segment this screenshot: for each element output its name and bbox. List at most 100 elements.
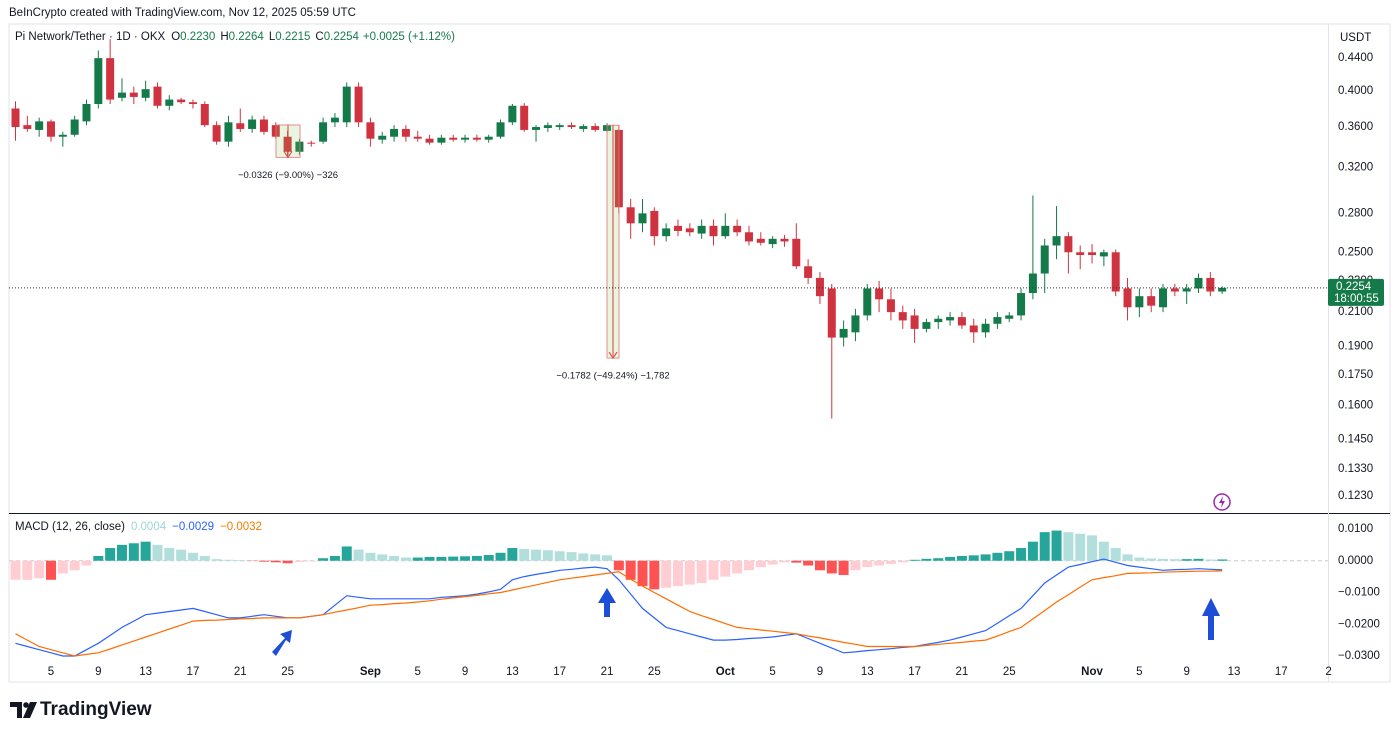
histogram-bar bbox=[471, 555, 482, 561]
histogram-bar bbox=[389, 555, 400, 561]
y-tick-label: 0.3200 bbox=[1338, 162, 1373, 174]
symbol-legend: Pi Network/Tether · 1D · OKX O0.2230 H0.22… bbox=[15, 31, 455, 43]
last-price-label: 0.2254 bbox=[1336, 281, 1372, 293]
candle-body bbox=[1147, 296, 1156, 306]
candle-body bbox=[1017, 293, 1026, 316]
candle-body bbox=[792, 238, 801, 267]
histogram-bar bbox=[1217, 559, 1228, 561]
histogram-bar bbox=[566, 552, 577, 561]
histogram-bar bbox=[1004, 551, 1015, 561]
histogram-bar bbox=[602, 555, 613, 561]
ohlc-value: 0.2230 bbox=[180, 31, 215, 43]
histogram-bar bbox=[22, 560, 33, 580]
histogram-bar bbox=[1169, 559, 1180, 561]
histogram-bar bbox=[791, 560, 802, 563]
candle-body bbox=[366, 122, 375, 139]
candle-body bbox=[934, 318, 943, 323]
candle-body bbox=[922, 322, 931, 329]
y-tick-label: 0.2800 bbox=[1338, 207, 1373, 219]
candle-body bbox=[981, 323, 990, 333]
histogram-bar bbox=[613, 560, 624, 571]
candle-body bbox=[543, 125, 552, 129]
histogram-bar bbox=[187, 552, 198, 561]
candle-body bbox=[957, 317, 966, 326]
histogram-bar bbox=[531, 549, 542, 561]
histogram-bar bbox=[767, 560, 778, 565]
candle-body bbox=[898, 312, 907, 321]
candle-body bbox=[650, 210, 659, 237]
histogram-bar bbox=[341, 546, 352, 561]
y-tick-label: 0.1900 bbox=[1338, 341, 1373, 353]
histogram-bar bbox=[1181, 559, 1192, 561]
candle-body bbox=[472, 137, 481, 140]
histogram-bar bbox=[199, 555, 210, 561]
candle-body bbox=[1218, 287, 1227, 292]
macd-title: MACD (12, 26, close) bbox=[15, 521, 125, 533]
candle-body bbox=[1170, 288, 1179, 292]
histogram-bar bbox=[10, 560, 21, 580]
histogram-bar bbox=[554, 551, 565, 561]
histogram-bar bbox=[128, 543, 139, 561]
candle-body bbox=[780, 238, 789, 242]
candle-body bbox=[886, 299, 895, 313]
candle-body bbox=[1194, 277, 1203, 289]
x-tick-label: 17 bbox=[1275, 666, 1288, 678]
symbol-title: Pi Network/Tether · 1D · OKX bbox=[15, 31, 166, 43]
histogram-bar bbox=[412, 557, 423, 561]
histogram-bar bbox=[1158, 558, 1169, 561]
histogram-bar bbox=[294, 560, 305, 563]
histogram-bar bbox=[684, 560, 695, 585]
histogram-bar bbox=[933, 558, 944, 561]
histogram-bar bbox=[909, 559, 920, 561]
histogram-bar bbox=[448, 556, 459, 561]
candle-body bbox=[259, 119, 268, 132]
histogram-bar bbox=[696, 560, 707, 583]
candle-body bbox=[685, 228, 694, 233]
candle-body bbox=[875, 288, 884, 300]
candle-body bbox=[236, 123, 245, 129]
y-tick-label: −0.0200 bbox=[1338, 618, 1380, 630]
last-price-box bbox=[1328, 278, 1384, 306]
histogram-bar bbox=[743, 560, 754, 571]
candle-body bbox=[662, 228, 671, 237]
histogram-bar bbox=[956, 555, 967, 561]
x-tick-label: 13 bbox=[506, 666, 519, 678]
measure-label: −0.1782 (−49.24%) −1,782 bbox=[556, 371, 669, 382]
histogram-bar bbox=[578, 553, 589, 561]
x-tick-label: 17 bbox=[908, 666, 921, 678]
candle-body bbox=[804, 266, 813, 278]
histogram-bar bbox=[862, 560, 873, 568]
histogram-bar bbox=[1039, 532, 1050, 561]
candle-body bbox=[508, 105, 517, 123]
candle-body bbox=[58, 134, 67, 137]
candle-body bbox=[413, 136, 422, 139]
ohlc-value: 0.2264 bbox=[229, 31, 265, 43]
candle-body bbox=[839, 328, 848, 338]
x-tick-label: 5 bbox=[48, 666, 54, 678]
histogram-bar bbox=[282, 560, 293, 564]
candle-body bbox=[1099, 252, 1108, 257]
measure-arrowhead bbox=[283, 151, 293, 159]
candle-body bbox=[638, 213, 647, 224]
macd-line bbox=[15, 558, 1223, 657]
histogram-bar bbox=[826, 560, 837, 574]
histogram-bar bbox=[874, 560, 885, 566]
arrow-annotation bbox=[598, 588, 616, 617]
y-tick-label: −0.0300 bbox=[1338, 650, 1380, 662]
x-tick-label: 2 bbox=[1325, 666, 1331, 678]
histogram-bar bbox=[1146, 558, 1157, 561]
histogram-bar bbox=[69, 560, 80, 571]
x-tick-label: 9 bbox=[95, 666, 101, 678]
histogram-bar bbox=[495, 552, 506, 561]
candle-body bbox=[1206, 277, 1215, 292]
y-tick-label: 0.0100 bbox=[1338, 523, 1373, 535]
x-tick-label: Sep bbox=[360, 666, 381, 678]
histogram-bar bbox=[1016, 548, 1027, 561]
histogram-bar bbox=[885, 560, 896, 564]
histogram-bar bbox=[814, 560, 825, 571]
histogram-bar bbox=[152, 544, 163, 561]
histogram-bar bbox=[424, 556, 435, 561]
currency: USDT bbox=[1340, 32, 1371, 44]
candle-body bbox=[851, 315, 860, 333]
candle-body bbox=[756, 238, 765, 243]
